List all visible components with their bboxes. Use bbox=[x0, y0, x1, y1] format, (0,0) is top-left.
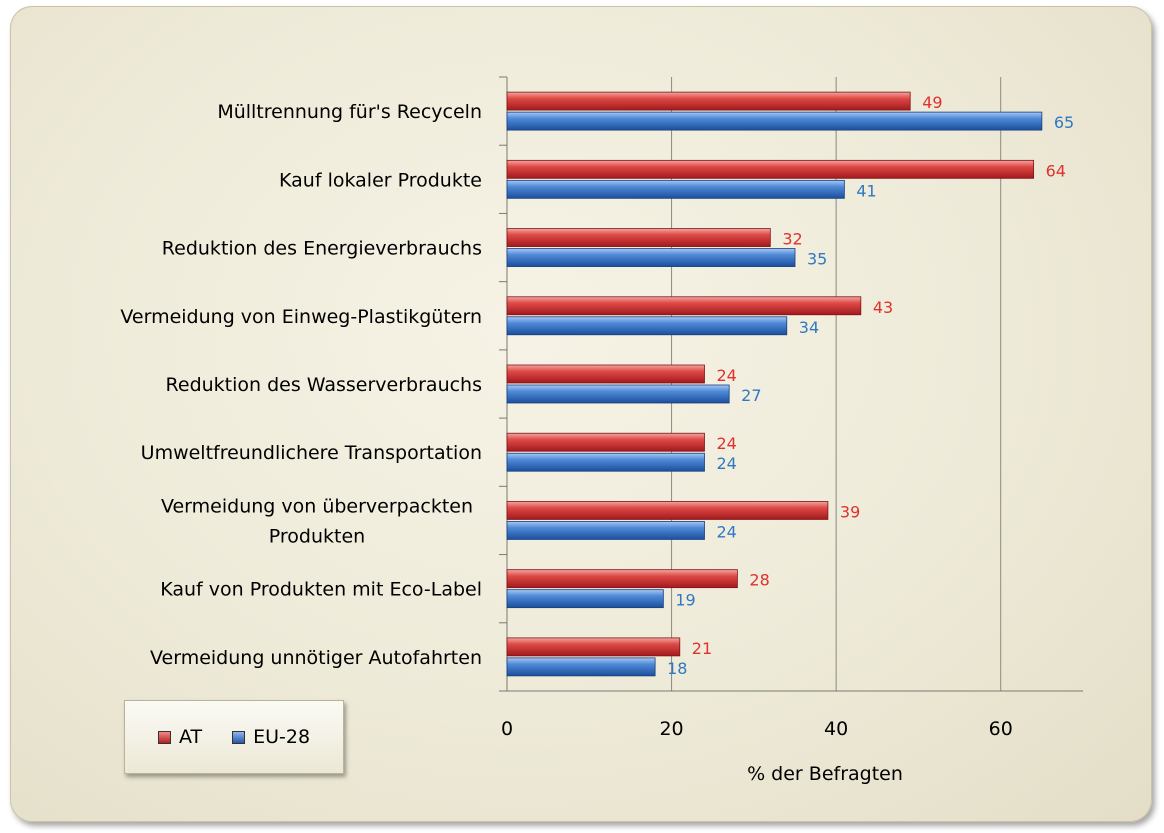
bar-eu28 bbox=[506, 111, 1043, 131]
legend-label-eu28: EU-28 bbox=[253, 726, 311, 748]
bar-at bbox=[506, 637, 681, 657]
bar-at bbox=[506, 569, 738, 589]
data-label-at: 64 bbox=[1046, 161, 1066, 180]
category-label: Vermeidung von Einweg-Plastikgütern bbox=[120, 306, 482, 328]
legend-label-at: AT bbox=[178, 726, 203, 748]
data-label-at: 39 bbox=[840, 502, 860, 521]
data-label-at: 24 bbox=[716, 434, 736, 453]
bar-at bbox=[506, 159, 1035, 179]
category-label: Vermeidung unnötiger Autofahrten bbox=[150, 647, 482, 669]
bar-eu28 bbox=[506, 316, 788, 336]
bar-at bbox=[506, 91, 911, 111]
data-label-eu28: 18 bbox=[667, 659, 687, 678]
data-label-eu28: 27 bbox=[741, 386, 761, 405]
legend: AT EU-28 bbox=[124, 700, 344, 774]
chart-frame bbox=[10, 6, 1152, 822]
bars bbox=[506, 91, 1043, 677]
data-label-eu28: 41 bbox=[856, 181, 876, 200]
grid-lines bbox=[499, 76, 1083, 692]
data-label-at: 24 bbox=[716, 366, 736, 385]
category-label: Vermeidung von überverpackten bbox=[161, 495, 473, 517]
bar-at bbox=[506, 432, 705, 452]
legend-item-at: AT bbox=[157, 726, 203, 748]
bar-eu28 bbox=[506, 179, 845, 199]
data-label-at: 32 bbox=[782, 230, 802, 249]
legend-swatch-eu28 bbox=[232, 730, 246, 744]
bar-at bbox=[506, 501, 829, 520]
bar-eu28 bbox=[506, 384, 730, 404]
bar-at bbox=[506, 228, 771, 247]
legend-item-eu28: EU-28 bbox=[232, 726, 310, 748]
category-label: Produkten bbox=[269, 525, 365, 547]
data-label-eu28: 65 bbox=[1054, 113, 1074, 132]
x-tick-label: 20 bbox=[659, 718, 683, 740]
data-label-at: 21 bbox=[692, 639, 712, 658]
data-label-at: 43 bbox=[873, 298, 893, 317]
x-tick-label: 40 bbox=[824, 718, 848, 740]
bar-eu28 bbox=[506, 657, 656, 677]
category-label: Reduktion des Energieverbrauchs bbox=[162, 238, 482, 260]
category-label: Umweltfreundlichere Transportation bbox=[141, 442, 482, 464]
data-label-eu28: 24 bbox=[716, 454, 736, 473]
bar-eu28 bbox=[506, 521, 705, 540]
category-label: Kauf von Produkten mit Eco-Label bbox=[160, 579, 482, 601]
data-label-eu28: 35 bbox=[807, 250, 827, 269]
data-label-eu28: 24 bbox=[716, 522, 736, 541]
data-label-eu28: 19 bbox=[675, 591, 695, 610]
x-tick-label: 60 bbox=[989, 718, 1013, 740]
data-label-at: 49 bbox=[922, 93, 942, 112]
bar-eu28 bbox=[506, 248, 796, 267]
category-label: Mülltrennung für's Recyceln bbox=[217, 101, 482, 123]
data-label-eu28: 34 bbox=[799, 318, 819, 337]
bar-eu28 bbox=[506, 589, 664, 609]
category-label: Kauf lokaler Produkte bbox=[279, 169, 482, 191]
bar-at bbox=[506, 296, 862, 316]
data-label-at: 28 bbox=[749, 571, 769, 590]
bar-at bbox=[506, 364, 705, 384]
category-label: Reduktion des Wasserverbrauchs bbox=[166, 374, 482, 396]
bar-eu28 bbox=[506, 452, 705, 472]
legend-swatch-at bbox=[157, 730, 171, 744]
x-axis-title: % der Befragten bbox=[747, 763, 903, 785]
x-tick-label: 0 bbox=[501, 718, 513, 740]
labels: 0 20 40 60 49 65 Mülltrennung für's Recyceln 64… bbox=[120, 93, 1074, 785]
